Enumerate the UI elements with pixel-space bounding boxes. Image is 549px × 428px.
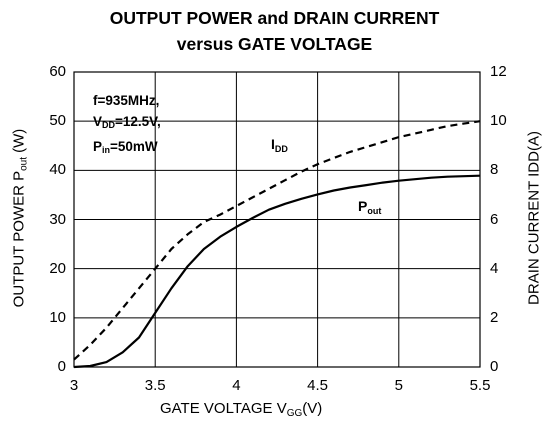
chart-title-line1: OUTPUT POWER and DRAIN CURRENT <box>109 8 440 28</box>
y-right-tick-label: 12 <box>490 63 507 80</box>
x-tick-label: 5.5 <box>469 377 491 394</box>
condition-vdd: VDD=12.5V, <box>93 114 161 130</box>
y-right-tick-label: 0 <box>490 358 499 375</box>
series-line-idd <box>73 120 481 361</box>
y-right-tick-label: 10 <box>490 112 507 130</box>
y-left-tick-label: 40 <box>49 161 66 179</box>
y-left-tick-label: 0 <box>57 358 66 375</box>
y-right-tick-label: 8 <box>490 161 499 179</box>
series-label-pout: Pout <box>358 198 382 216</box>
x-axis-title: GATE VOLTAGE VGG(V) <box>160 400 323 419</box>
x-tick-label: 3.5 <box>144 377 166 394</box>
y-left-tick-label: 30 <box>49 210 66 228</box>
x-tick-label: 4 <box>232 377 241 394</box>
condition-frequency: f=935MHz, <box>93 93 160 108</box>
plot-frame <box>73 71 481 368</box>
y-right-tick-label: 6 <box>490 210 499 228</box>
y-right-tick-label: 2 <box>490 308 499 326</box>
x-tick-label: 5 <box>394 377 403 394</box>
x-tick-label: 4.5 <box>307 377 329 394</box>
y-left-tick-label: 10 <box>49 308 66 326</box>
series-line-pout <box>73 174 481 369</box>
y-left-tick-label: 20 <box>49 259 66 277</box>
y-right-tick-label: 4 <box>490 259 499 277</box>
series-label-idd: IDD <box>271 136 288 154</box>
condition-pin: Pin=50mW <box>93 139 158 155</box>
conditions-annotation: f=935MHz, VDD=12.5V, Pin=50mW <box>93 90 161 161</box>
y-left-tick-label: 60 <box>49 63 66 80</box>
y-left-tick-label: 50 <box>49 112 66 130</box>
chart-title-line2: versus GATE VOLTAGE <box>176 34 373 54</box>
x-tick-label: 3 <box>69 377 79 394</box>
